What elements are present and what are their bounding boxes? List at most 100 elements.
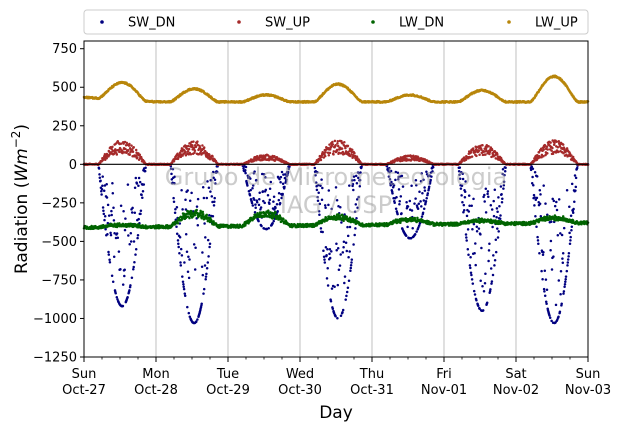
data-point — [184, 154, 188, 157]
data-point — [175, 206, 179, 209]
data-point — [123, 274, 126, 278]
data-point — [388, 167, 391, 170]
data-point — [137, 184, 140, 187]
data-point — [560, 302, 563, 305]
data-point — [338, 264, 342, 267]
data-point — [179, 247, 183, 251]
data-point — [112, 206, 115, 210]
data-point — [503, 170, 507, 173]
data-point — [420, 172, 423, 175]
data-point — [201, 251, 204, 254]
data-point — [542, 148, 545, 151]
data-point — [128, 153, 131, 156]
data-point — [323, 204, 327, 207]
data-point — [134, 253, 137, 256]
data-point — [212, 176, 215, 179]
data-point — [467, 194, 471, 197]
data-point — [117, 148, 120, 152]
data-point — [130, 276, 134, 280]
data-point — [533, 204, 536, 207]
data-point — [574, 176, 578, 180]
data-point — [201, 144, 204, 147]
data-point — [425, 170, 428, 173]
data-point — [332, 150, 336, 153]
data-point — [493, 258, 497, 262]
data-point — [331, 143, 335, 146]
data-point — [269, 180, 273, 184]
data-point — [101, 184, 104, 188]
data-point — [319, 158, 323, 162]
data-point — [467, 210, 471, 213]
data-point — [285, 178, 288, 181]
data-point — [210, 195, 214, 198]
data-point — [321, 186, 324, 190]
data-point — [127, 234, 130, 237]
data-point — [396, 212, 399, 216]
data-point — [426, 192, 430, 195]
data-point — [110, 213, 113, 217]
data-point — [114, 292, 117, 295]
data-point — [413, 202, 416, 205]
data-point — [250, 201, 254, 205]
data-point — [322, 249, 325, 252]
data-point — [330, 250, 333, 253]
data-point — [178, 236, 182, 239]
data-point — [422, 207, 426, 210]
data-point — [574, 185, 578, 189]
data-point — [425, 196, 428, 200]
data-point — [423, 186, 426, 189]
data-point — [254, 203, 257, 206]
data-point — [119, 204, 123, 207]
data-point — [143, 169, 147, 173]
data-point — [555, 140, 558, 144]
data-point — [538, 156, 542, 159]
data-point — [431, 166, 435, 169]
data-point — [247, 189, 251, 193]
data-point — [429, 178, 432, 182]
data-point — [499, 214, 502, 217]
data-point — [461, 172, 464, 176]
data-point — [212, 220, 215, 223]
data-point — [105, 157, 108, 160]
data-point — [187, 144, 190, 148]
data-point — [545, 302, 548, 305]
data-point — [554, 303, 558, 307]
data-point — [465, 236, 468, 239]
data-point — [399, 221, 402, 224]
data-point — [347, 255, 350, 259]
data-point — [267, 158, 271, 162]
data-point — [279, 175, 283, 179]
data-point — [393, 201, 396, 205]
data-point — [459, 187, 463, 190]
data-point — [345, 249, 349, 253]
series-lw-dn — [82, 208, 590, 231]
data-point — [119, 267, 122, 271]
data-point — [186, 150, 190, 153]
data-point — [340, 147, 344, 150]
data-point — [566, 264, 569, 267]
data-point — [186, 305, 189, 309]
data-point — [496, 210, 499, 214]
data-point — [422, 199, 426, 202]
data-point — [563, 285, 566, 288]
data-point — [556, 146, 560, 149]
data-point — [413, 216, 417, 220]
data-point — [259, 208, 262, 211]
data-point — [109, 231, 112, 235]
data-point — [562, 147, 566, 150]
data-point — [179, 261, 182, 264]
data-point — [268, 187, 272, 190]
data-point — [540, 269, 543, 273]
data-point — [485, 301, 489, 304]
data-point — [535, 196, 539, 200]
data-point — [340, 221, 343, 224]
data-point — [325, 253, 328, 257]
data-point — [255, 200, 259, 204]
data-point — [358, 178, 362, 182]
data-point — [399, 195, 403, 198]
data-point — [503, 173, 506, 177]
data-point — [328, 143, 331, 146]
data-point — [331, 140, 334, 144]
data-point — [570, 225, 574, 229]
data-point — [349, 266, 353, 270]
